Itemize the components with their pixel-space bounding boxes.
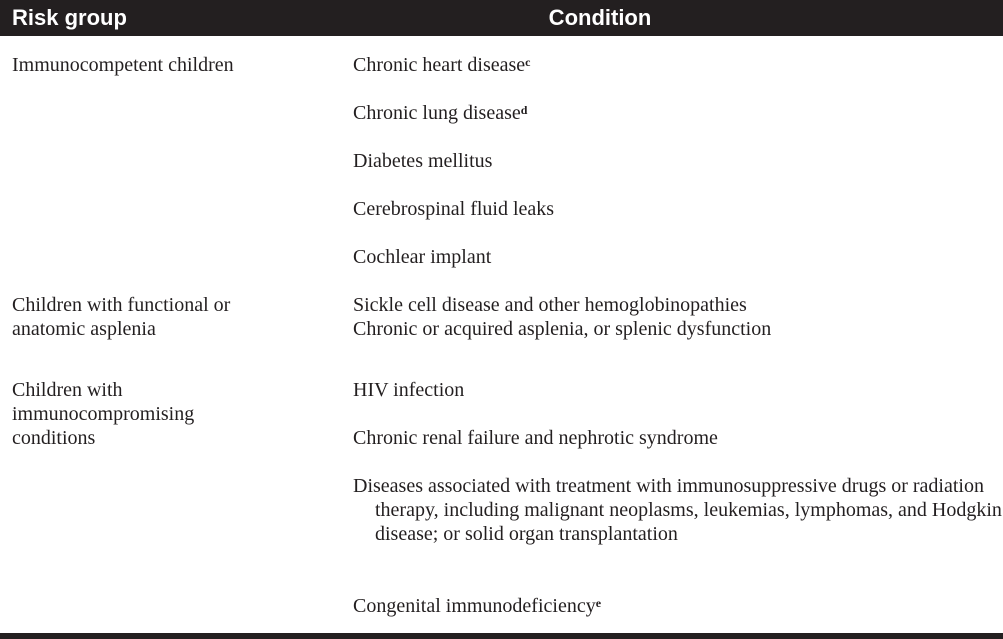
condition-text: Chronic lung disease: [353, 102, 521, 124]
table-bottom-rule: [0, 633, 1003, 639]
header-condition: Condition: [548, 5, 652, 30]
footnote-marker: c: [525, 55, 531, 69]
condition-text: Chronic heart disease: [353, 54, 526, 76]
condition-item: Diabetes mellitus: [353, 150, 493, 172]
risk-group-immunocompromising: Children with immunocompromising conditi…: [12, 379, 195, 449]
condition-item: Chronic renal failure and nephrotic synd…: [353, 427, 718, 449]
condition-item: Cerebrospinal fluid leaks: [353, 198, 555, 220]
condition-item: Cochlear implant: [353, 246, 492, 268]
condition-item: Chronic heart diseasec: [353, 53, 993, 77]
risk-group-asplenia: Children with functional or anatomic asp…: [12, 294, 231, 340]
condition-text: Congenital immunodeficiency: [353, 595, 596, 617]
condition-item: Chronic lung diseased: [353, 101, 993, 125]
risk-group-immunocompetent: Immunocompetent children: [12, 54, 234, 76]
condition-item: Congenital immunodeficiencye: [353, 594, 993, 618]
footnote-marker: e: [595, 596, 602, 610]
footnote-marker: d: [520, 103, 528, 117]
header-risk-group: Risk group: [12, 5, 127, 30]
table-header: Risk group Condition: [0, 0, 1003, 36]
condition-item: Diseases associated with treatment with …: [353, 475, 1002, 545]
condition-item: Sickle cell disease and other hemoglobin…: [353, 294, 747, 316]
condition-item: HIV infection: [353, 379, 465, 401]
condition-item: Chronic or acquired asplenia, or splenic…: [353, 318, 772, 340]
